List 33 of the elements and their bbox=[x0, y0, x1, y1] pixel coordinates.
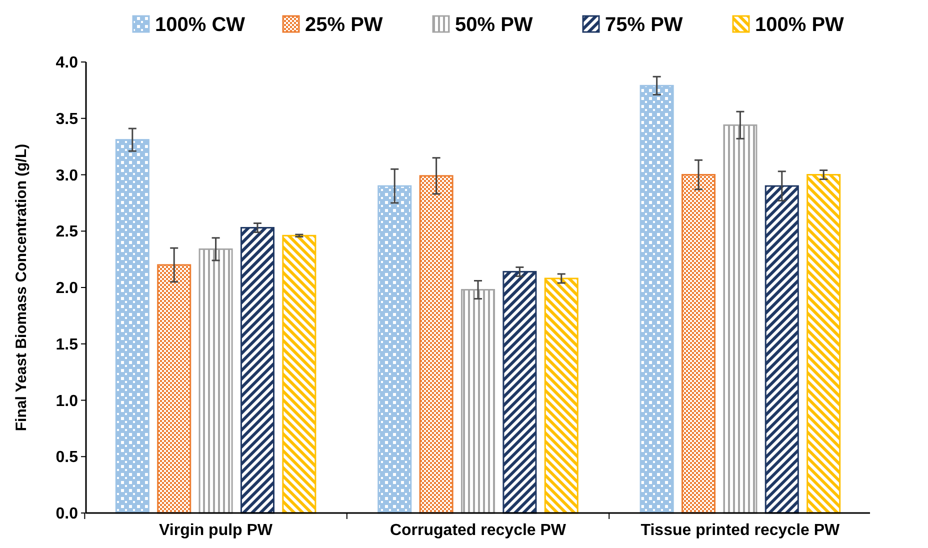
bar bbox=[723, 124, 758, 514]
y-tick-label: 3.5 bbox=[56, 110, 78, 128]
legend-label: 100% CW bbox=[155, 14, 246, 36]
legend-label: 25% PW bbox=[305, 14, 383, 36]
x-tick-label: Tissue printed recycle PW bbox=[640, 522, 841, 539]
bar bbox=[282, 234, 316, 514]
bar bbox=[640, 84, 674, 514]
bar bbox=[502, 270, 537, 514]
bar bbox=[764, 185, 799, 514]
bar bbox=[419, 175, 454, 514]
bar bbox=[240, 226, 274, 514]
y-tick-label: 4.0 bbox=[56, 54, 78, 72]
bar bbox=[460, 289, 496, 514]
bar bbox=[806, 174, 841, 514]
y-axis-title: Final Yeast Biomass Concentration (g/L) bbox=[13, 144, 30, 432]
x-tick-label: Corrugated recycle PW bbox=[390, 522, 567, 539]
legend-label: 75% PW bbox=[605, 14, 683, 36]
bar bbox=[682, 174, 716, 514]
legend-label: 100% PW bbox=[755, 14, 844, 36]
bar bbox=[378, 185, 412, 514]
bar bbox=[544, 278, 578, 514]
y-tick-label: 2.0 bbox=[56, 280, 78, 298]
bar bbox=[157, 264, 192, 514]
y-tick-label: 0.0 bbox=[56, 506, 78, 523]
y-tick-label: 1.0 bbox=[56, 392, 78, 410]
y-tick-label: 2.5 bbox=[56, 224, 78, 241]
bar bbox=[198, 248, 233, 514]
x-tick-label: Virgin pulp PW bbox=[159, 522, 274, 539]
y-tick-label: 0.5 bbox=[56, 449, 78, 466]
y-tick-label: 1.5 bbox=[56, 336, 78, 354]
y-tick-label: 3.0 bbox=[56, 167, 78, 184]
legend-label: 50% PW bbox=[455, 14, 533, 36]
bar bbox=[115, 139, 150, 514]
